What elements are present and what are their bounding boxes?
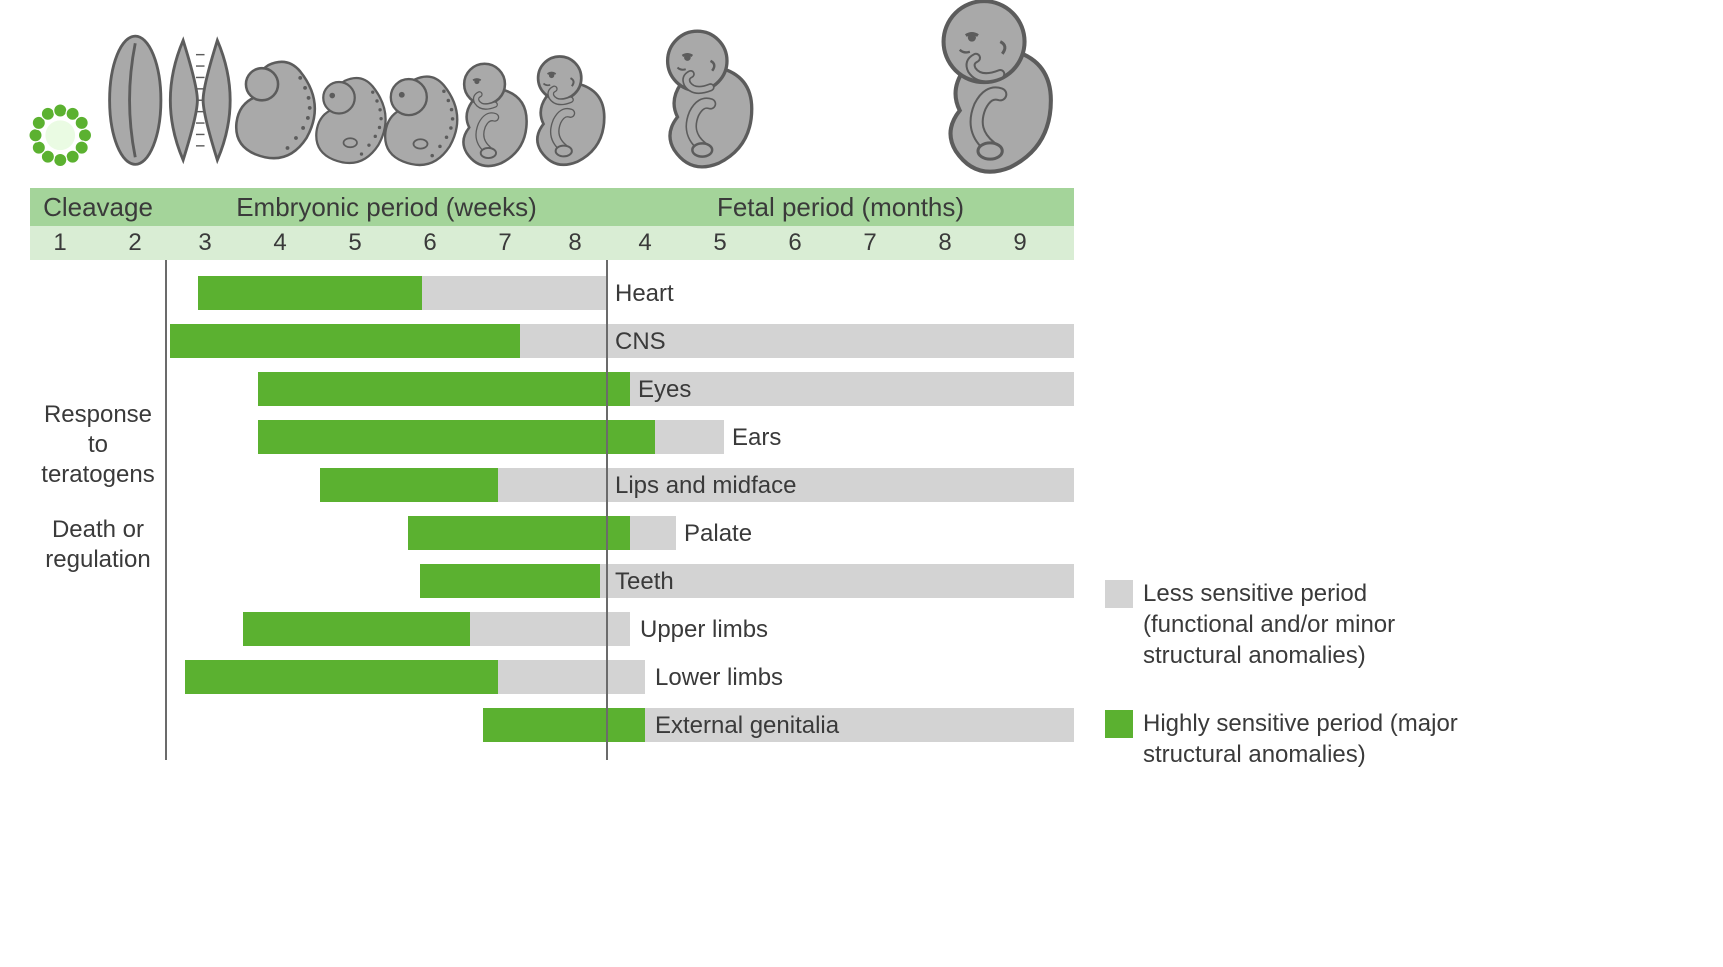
bar-green-2 xyxy=(258,372,630,406)
row-label-7: Upper limbs xyxy=(640,616,768,644)
embryo-stage-9-icon xyxy=(628,18,793,183)
period-header-0: Cleavage xyxy=(30,188,166,226)
legend-swatch-0 xyxy=(1105,580,1133,608)
tick-8: 4 xyxy=(625,229,665,257)
bar-green-7 xyxy=(243,612,470,646)
tick-4: 5 xyxy=(335,229,375,257)
tick-6: 7 xyxy=(485,229,525,257)
row-label-8: Lower limbs xyxy=(655,664,783,692)
row-label-1: CNS xyxy=(615,328,666,356)
tick-1: 2 xyxy=(115,229,155,257)
row-label-0: Heart xyxy=(615,280,674,308)
embryo-stage-10-icon xyxy=(899,0,1102,191)
bar-green-0 xyxy=(198,276,422,310)
legend-text-0: Less sensitive period (functional and/or… xyxy=(1143,578,1463,672)
embryo-stage-8-icon xyxy=(503,43,638,178)
tick-10: 6 xyxy=(775,229,815,257)
row-label-5: Palate xyxy=(684,520,752,548)
side-label-1: Death orregulation xyxy=(30,515,166,575)
tick-11: 7 xyxy=(850,229,890,257)
teratogen-sensitivity-chart: Cleavage Embryonic period (weeks) Fetal pe… xyxy=(0,0,1723,967)
divider-0 xyxy=(165,260,167,760)
row-label-2: Eyes xyxy=(638,376,691,404)
bar-green-5 xyxy=(408,516,630,550)
bar-green-4 xyxy=(320,468,498,502)
tick-0: 1 xyxy=(40,229,80,257)
divider-1 xyxy=(606,260,608,760)
row-label-6: Teeth xyxy=(615,568,674,596)
period-label: Fetal period (months) xyxy=(717,192,964,223)
tick-2: 3 xyxy=(185,229,225,257)
bar-green-8 xyxy=(185,660,498,694)
period-label: Embryonic period (weeks) xyxy=(236,192,537,223)
bar-green-3 xyxy=(258,420,655,454)
tick-13: 9 xyxy=(1000,229,1040,257)
row-label-3: Ears xyxy=(732,424,781,452)
tick-9: 5 xyxy=(700,229,740,257)
legend-text-1: Highly sensitive period (major structura… xyxy=(1143,708,1463,770)
row-label-4: Lips and midface xyxy=(615,472,796,500)
tick-12: 8 xyxy=(925,229,965,257)
period-label: Cleavage xyxy=(43,192,153,223)
tick-3: 4 xyxy=(260,229,300,257)
tick-5: 6 xyxy=(410,229,450,257)
period-tick-bg-1 xyxy=(166,226,607,260)
bar-green-6 xyxy=(420,564,600,598)
bar-green-9 xyxy=(483,708,645,742)
period-header-2: Fetal period (months) xyxy=(607,188,1074,226)
bar-green-1 xyxy=(170,324,520,358)
row-label-9: External genitalia xyxy=(655,712,839,740)
period-header-1: Embryonic period (weeks) xyxy=(166,188,607,226)
tick-7: 8 xyxy=(555,229,595,257)
side-label-0: Responsetoteratogens xyxy=(30,400,166,490)
legend-swatch-1 xyxy=(1105,710,1133,738)
